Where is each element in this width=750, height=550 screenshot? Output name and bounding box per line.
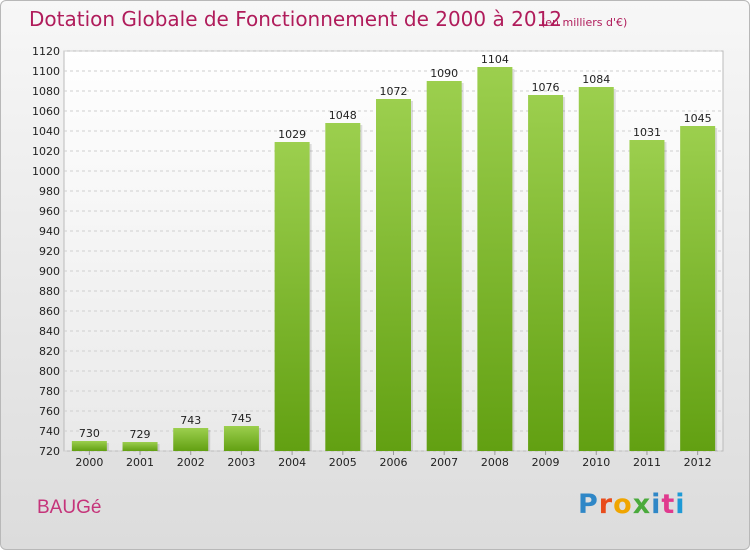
x-tick-label-2000: 2000 bbox=[75, 456, 103, 469]
y-tick-label: 860 bbox=[39, 305, 60, 318]
value-label-2011: 1031 bbox=[633, 126, 661, 139]
value-label-2001: 729 bbox=[130, 428, 151, 441]
y-tick-label: 980 bbox=[39, 185, 60, 198]
chart-title: Dotation Globale de Fonctionnement de 20… bbox=[29, 7, 562, 31]
value-label-2009: 1076 bbox=[532, 81, 560, 94]
x-tick-label-2012: 2012 bbox=[684, 456, 712, 469]
value-label-2007: 1090 bbox=[430, 67, 458, 80]
bar-2005 bbox=[325, 123, 361, 451]
logo-letter: r bbox=[598, 489, 614, 520]
y-tick-label: 760 bbox=[39, 405, 60, 418]
bar-2004 bbox=[274, 142, 310, 451]
x-tick-label-2008: 2008 bbox=[481, 456, 509, 469]
y-tick-label: 780 bbox=[39, 385, 60, 398]
value-label-2002: 743 bbox=[180, 414, 201, 427]
x-tick-label-2005: 2005 bbox=[329, 456, 357, 469]
x-tick-label-2007: 2007 bbox=[430, 456, 458, 469]
place-name: BAUGé bbox=[37, 497, 102, 518]
bar-2009 bbox=[528, 95, 564, 451]
y-tick-label: 800 bbox=[39, 365, 60, 378]
y-tick-label: 900 bbox=[39, 265, 60, 278]
value-label-2000: 730 bbox=[79, 427, 100, 440]
bar-2011 bbox=[629, 140, 665, 451]
y-tick-label: 1060 bbox=[32, 105, 60, 118]
chart-subtitle: (en milliers d'€) bbox=[541, 16, 628, 29]
bar-2001 bbox=[122, 442, 158, 451]
x-tick-label-2011: 2011 bbox=[633, 456, 661, 469]
y-tick-label: 1020 bbox=[32, 145, 60, 158]
value-label-2006: 1072 bbox=[380, 85, 408, 98]
bar-2003 bbox=[223, 426, 259, 451]
x-tick-label-2006: 2006 bbox=[380, 456, 408, 469]
y-tick-label: 1120 bbox=[32, 45, 60, 58]
y-tick-label: 1000 bbox=[32, 165, 60, 178]
y-tick-label: 940 bbox=[39, 225, 60, 238]
value-label-2003: 745 bbox=[231, 412, 252, 425]
y-tick-label: 1080 bbox=[32, 85, 60, 98]
value-label-2008: 1104 bbox=[481, 53, 509, 66]
value-label-2004: 1029 bbox=[278, 128, 306, 141]
y-tick-label: 1040 bbox=[32, 125, 60, 138]
bar-2012 bbox=[680, 126, 716, 451]
y-tick-label: 740 bbox=[39, 425, 60, 438]
y-tick-label: 960 bbox=[39, 205, 60, 218]
proxiti-logo: Proxiti bbox=[578, 489, 686, 520]
logo-letter: P bbox=[578, 489, 599, 520]
bar-2002 bbox=[173, 428, 209, 451]
y-tick-label: 720 bbox=[39, 445, 60, 458]
y-tick-label: 1100 bbox=[32, 65, 60, 78]
y-tick-label: 820 bbox=[39, 345, 60, 358]
logo-letter: i bbox=[651, 489, 662, 520]
bar-2006 bbox=[376, 99, 411, 451]
x-tick-label-2004: 2004 bbox=[278, 456, 306, 469]
value-label-2012: 1045 bbox=[684, 112, 712, 125]
logo-letter: i bbox=[675, 489, 686, 520]
logo-letter: t bbox=[661, 489, 676, 520]
value-label-2010: 1084 bbox=[582, 73, 610, 86]
y-tick-label: 880 bbox=[39, 285, 60, 298]
logo-letter: o bbox=[613, 489, 633, 520]
bar-2007 bbox=[426, 81, 462, 451]
x-tick-label-2009: 2009 bbox=[532, 456, 560, 469]
bar-2000 bbox=[71, 441, 107, 451]
y-tick-label: 840 bbox=[39, 325, 60, 338]
x-tick-label-2003: 2003 bbox=[227, 456, 255, 469]
x-tick-label-2001: 2001 bbox=[126, 456, 154, 469]
value-label-2005: 1048 bbox=[329, 109, 357, 122]
logo-letter: x bbox=[632, 489, 652, 520]
bar-2010 bbox=[578, 87, 614, 451]
x-tick-label-2010: 2010 bbox=[582, 456, 610, 469]
y-tick-label: 920 bbox=[39, 245, 60, 258]
x-tick-label-2002: 2002 bbox=[177, 456, 205, 469]
bar-2008 bbox=[477, 67, 513, 451]
